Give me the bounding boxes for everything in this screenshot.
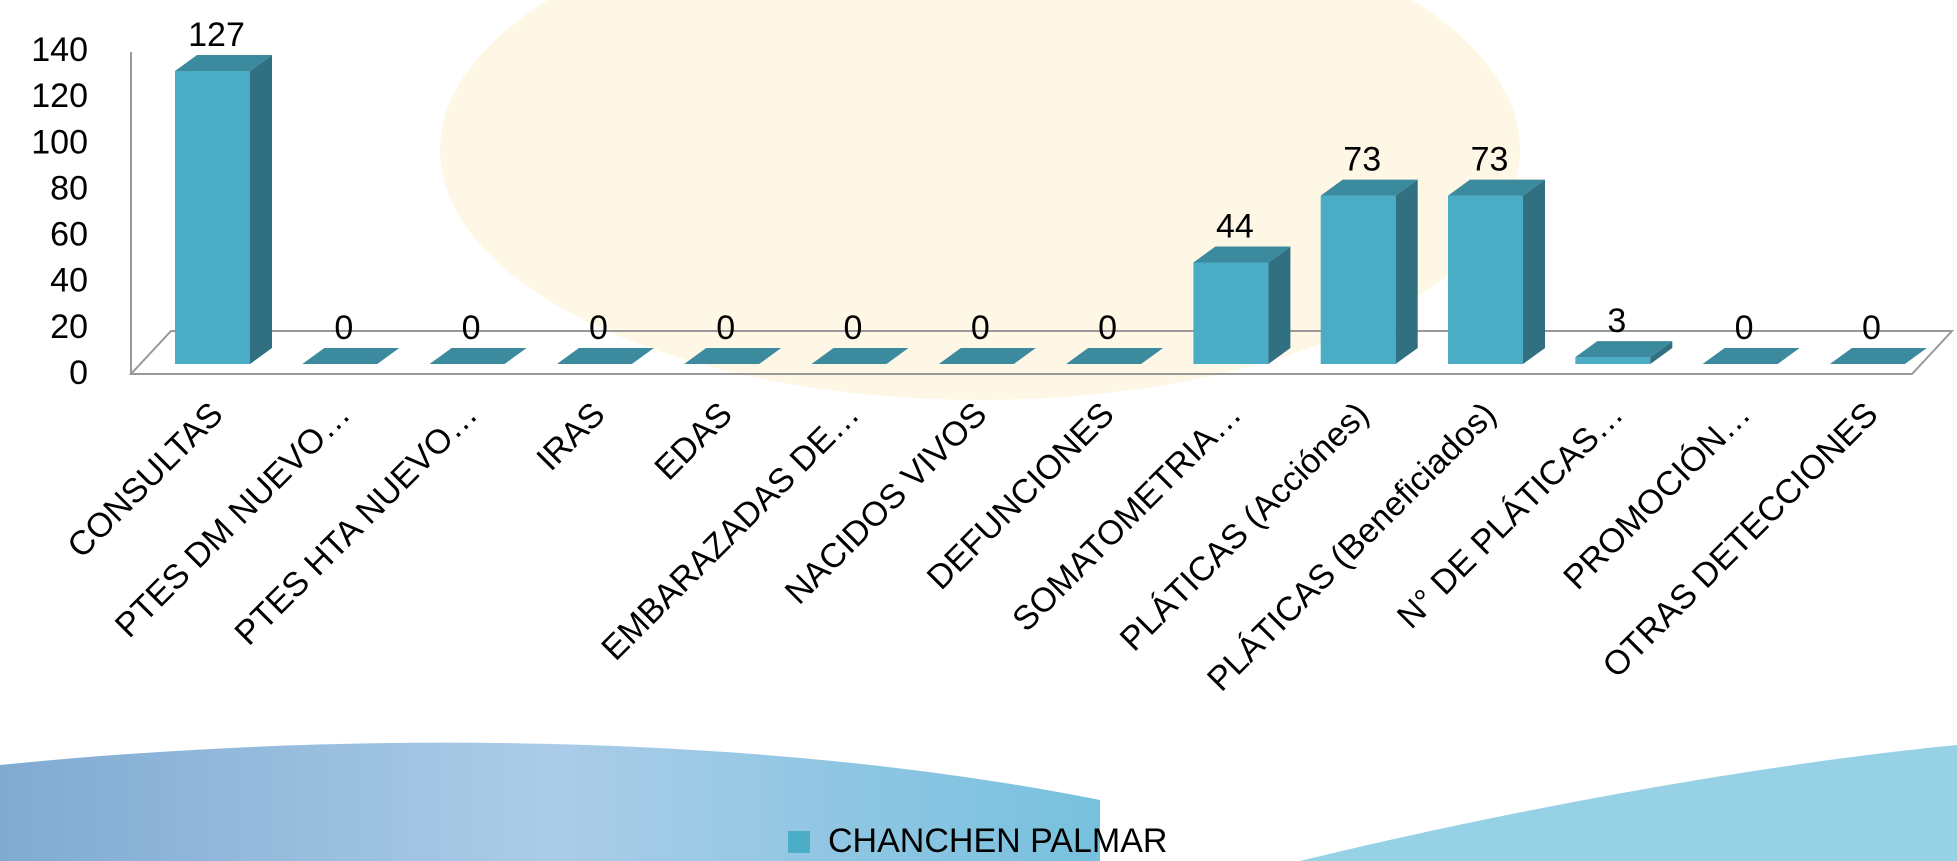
y-tick-label: 80 [50,169,88,207]
bar [302,348,400,364]
data-label: 44 [1216,207,1254,245]
bar-front [1193,262,1269,364]
y-tick-label: 120 [31,77,88,115]
data-label: 127 [188,16,245,54]
bar-top [684,348,782,364]
bar [1448,179,1545,364]
bar-front [175,70,250,364]
legend-label: CHANCHEN PALMAR [828,822,1167,860]
bar-top [1575,341,1673,358]
legend-swatch [788,831,810,853]
bar-side [1395,179,1418,364]
bar [175,54,272,364]
bar-side [1268,246,1291,364]
bar-top [1193,246,1291,263]
x-tick-label: PLÁTICAS (Acciónes) [1113,395,1376,658]
y-tick-label: 0 [69,354,88,392]
floor [128,330,1955,375]
bar [811,348,909,364]
x-tick-label: PTES HTA NUEVO… [228,395,486,653]
data-label: 0 [334,309,353,347]
data-label: 73 [1343,141,1381,179]
data-label: 3 [1607,302,1626,340]
x-tick-label: SOMATOMETRIA… [1005,395,1249,639]
y-tick-label: 20 [50,308,88,346]
data-label: 0 [844,309,863,347]
bar-side [1650,341,1673,364]
bar-front [1448,195,1523,364]
bar-front [1575,357,1651,364]
bar [1320,179,1418,364]
legend: CHANCHEN PALMAR [788,822,1167,860]
y-tick-label: 60 [50,216,88,254]
bar-top [1066,348,1164,364]
data-label: 0 [1735,309,1754,347]
bar [429,348,527,364]
data-label: 0 [971,309,990,347]
bar-top [1320,179,1418,196]
y-tick-label: 140 [31,31,88,69]
bar [1066,348,1164,364]
bar [684,348,782,364]
y-tick-label: 100 [31,123,88,161]
bar-front [1320,195,1396,364]
x-tick-label: PTES DM NUEVO… [108,395,358,645]
bar [1829,348,1927,364]
bar-top [1448,179,1545,196]
data-label: 0 [1098,309,1117,347]
bar-top [1702,348,1800,364]
x-tick-label: EMBARAZADAS DE… [594,395,867,668]
y-tick-label: 40 [50,262,88,300]
bar-top [175,54,272,71]
bar-top [302,348,400,364]
x-tick-label: EDAS [647,395,739,487]
bar-top [811,348,909,364]
data-label: 0 [716,309,735,347]
data-label: 0 [589,309,608,347]
bar [1702,348,1800,364]
bar [1575,341,1673,364]
bar-top [429,348,527,364]
data-label: 0 [1862,309,1881,347]
data-label: 73 [1471,141,1509,179]
bar-side [1523,179,1545,364]
bar-top [1829,348,1927,364]
bar-top [556,348,654,364]
bar [938,348,1036,364]
bar-top [938,348,1036,364]
data-label: 0 [462,309,481,347]
x-tick-label: IRAS [529,395,612,478]
bar-side [250,54,272,364]
bar [556,348,654,364]
bar [1193,246,1291,364]
x-tick-label: N° DE PLÁTICAS… [1390,395,1631,636]
